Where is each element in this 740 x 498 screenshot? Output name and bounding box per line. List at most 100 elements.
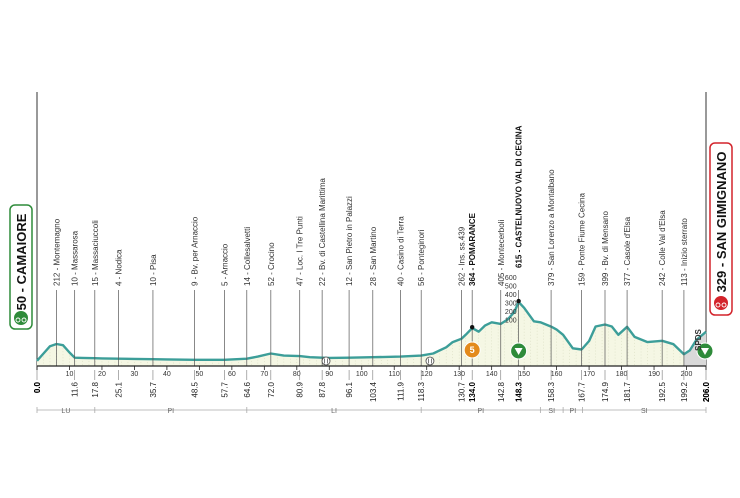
gpm-symbol: 5 bbox=[470, 345, 475, 355]
waypoint-name-label: 212 - Montemagno bbox=[52, 218, 61, 286]
mini-scale-label: 500 bbox=[505, 284, 517, 291]
x-tick-label: 20 bbox=[98, 371, 106, 378]
x-tick-label: 70 bbox=[260, 371, 268, 378]
profile-fill bbox=[37, 302, 706, 366]
x-tick-label: 90 bbox=[325, 371, 333, 378]
mini-scale-label: 600 bbox=[505, 275, 517, 282]
waypoint-name-label: 405 - Montecerboli bbox=[497, 220, 506, 286]
x-tick-label: 170 bbox=[583, 371, 595, 378]
region-label: LU bbox=[61, 408, 70, 415]
waypoint-name-label: 12 - San Pietro in Palazzi bbox=[345, 196, 354, 286]
x-tick-label: 150 bbox=[518, 371, 530, 378]
waypoint-name-label: 56 - Ponteginori bbox=[417, 229, 426, 286]
waypoint-km-label: 103.4 bbox=[369, 381, 378, 402]
x-tick-label: 180 bbox=[616, 371, 628, 378]
summit-dot bbox=[516, 298, 521, 304]
waypoint-km-label: 174.9 bbox=[601, 381, 610, 402]
x-tick-label: 100 bbox=[356, 371, 368, 378]
waypoint-km-label: 64.6 bbox=[243, 381, 252, 397]
start-bike-wheel-icon bbox=[21, 317, 27, 323]
endpoint-layer: 50 - CAMAIORE 0.0 329 - SAN GIMIGNANO 206.0 bbox=[9, 142, 733, 402]
waypoint-name-label: 4 - Nodica bbox=[115, 249, 124, 286]
waypoint-km-label: 134.0 bbox=[468, 381, 477, 402]
finish-bike-wheel-icon bbox=[715, 302, 721, 308]
x-tick-label: 140 bbox=[486, 371, 498, 378]
x-tick-label: 190 bbox=[648, 371, 660, 378]
waypoint-name-label: 377 - Casole d'Elsa bbox=[623, 216, 632, 286]
sprint-arrow-icon bbox=[701, 348, 709, 355]
region-label: PI bbox=[570, 408, 577, 415]
x-tick-label: 30 bbox=[131, 371, 139, 378]
x-tick-label: 10 bbox=[66, 371, 74, 378]
waypoint-km-label: 148.3 bbox=[515, 381, 524, 402]
waypoint-km-label: 96.1 bbox=[345, 381, 354, 397]
waypoint-km-label: 48.5 bbox=[191, 381, 200, 397]
waypoint-name-label: 10 - Pisa bbox=[149, 254, 158, 286]
waypoint-name-label: 52 - Crocino bbox=[267, 242, 276, 286]
waypoint-km-label: 158.3 bbox=[547, 381, 556, 402]
feed-zone-icon bbox=[321, 356, 331, 366]
finish-badge-frame bbox=[709, 142, 733, 316]
x-axis-layer: 10 20 30 40 50 60 70 80 90 100 110 120 130 140 150 160 1… bbox=[33, 365, 711, 415]
waypoint-name-label: 5 - Arnaccio bbox=[220, 243, 229, 286]
waypoint-label-layer: 212 - Montemagno 10 - Massarosa 15 - Massa… bbox=[52, 125, 688, 286]
region-label: PI bbox=[477, 408, 484, 415]
waypoint-km-label: 35.7 bbox=[149, 381, 158, 397]
waypoint-km-label: 167.7 bbox=[578, 381, 587, 402]
waypoint-km-label: 199.2 bbox=[680, 381, 689, 402]
waypoint-name-label: 242 - Colle Val d'Elsa bbox=[658, 210, 667, 286]
waypoint-name-label: 10 - Massarosa bbox=[71, 230, 80, 286]
start-label: 50 - CAMAIORE bbox=[14, 213, 29, 310]
x-tick-label: 60 bbox=[228, 371, 236, 378]
grid-layer bbox=[36, 92, 707, 370]
waypoint-name-label: 159 - Ponte Fiume Cecina bbox=[578, 193, 587, 286]
waypoint-name-label: 15 - Massaciuccoli bbox=[91, 220, 100, 286]
waypoint-km-label: 80.9 bbox=[296, 381, 305, 397]
x-tick-label: 160 bbox=[551, 371, 563, 378]
waypoint-km-label: 87.8 bbox=[318, 381, 327, 397]
region-label: PI bbox=[167, 408, 174, 415]
waypoint-name-label: 364 - POMARANCE bbox=[468, 212, 477, 286]
start-badge-frame bbox=[9, 204, 33, 330]
profile-area-layer bbox=[36, 300, 707, 366]
waypoint-name-label: 262 - Ins. ss.439 bbox=[457, 226, 466, 286]
waypoint-km-label: 142.8 bbox=[497, 381, 506, 402]
waypoint-name-label: 113 - Inizio sterrato bbox=[680, 218, 689, 286]
finish-label: 329 - SAN GIMIGNANO bbox=[714, 152, 729, 293]
x-tick-label: 50 bbox=[195, 371, 203, 378]
waypoint-name-label: 14 - Collesalvetti bbox=[243, 227, 252, 286]
sprint-arrow-icon bbox=[514, 348, 523, 355]
region-label: SI bbox=[548, 408, 555, 415]
waypoint-name-label: 47 - Loc. I Tre Punti bbox=[296, 216, 305, 286]
region-label: SI bbox=[641, 408, 648, 415]
waypoint-km-label: 181.7 bbox=[623, 381, 632, 402]
pomarance-dot bbox=[469, 324, 475, 330]
mini-scale-label: 300 bbox=[505, 301, 517, 308]
waypoint-km-label: 111.9 bbox=[396, 381, 405, 400]
gpm-badge bbox=[463, 341, 481, 359]
mini-scale-label: 200 bbox=[505, 309, 517, 316]
x-tick-label: 120 bbox=[421, 371, 433, 378]
waypoint-km-label: 192.5 bbox=[658, 381, 667, 402]
waypoint-km-label: 57.7 bbox=[220, 381, 229, 397]
waypoint-km-label: 25.1 bbox=[115, 381, 124, 397]
finish-bike-icon bbox=[714, 296, 728, 310]
waypoint-name-label: 28 - San Martino bbox=[369, 226, 378, 286]
x-tick-label: 110 bbox=[389, 371, 400, 378]
waypoint-name-label: 40 - Casino di Terra bbox=[396, 216, 405, 286]
mini-scale-label: 400 bbox=[505, 292, 517, 299]
x-tick-label: 130 bbox=[453, 371, 465, 378]
waypoint-name-label: 615 - CASTELNUOVO VAL DI CECINA bbox=[515, 125, 524, 268]
mini-scale-label: 100 bbox=[505, 318, 517, 325]
waypoint-km-label: 130.7 bbox=[457, 381, 466, 402]
waypoint-km-label: 17.8 bbox=[91, 381, 100, 397]
waypoint-km-label: 72.0 bbox=[267, 381, 276, 397]
region-label: LI bbox=[331, 408, 337, 415]
x-tick-label: 80 bbox=[293, 371, 301, 378]
x-tick-label: 200 bbox=[681, 371, 693, 378]
start-bike-icon bbox=[14, 311, 28, 325]
waypoint-name-label: 399 - Bv. di Mensano bbox=[601, 210, 610, 286]
